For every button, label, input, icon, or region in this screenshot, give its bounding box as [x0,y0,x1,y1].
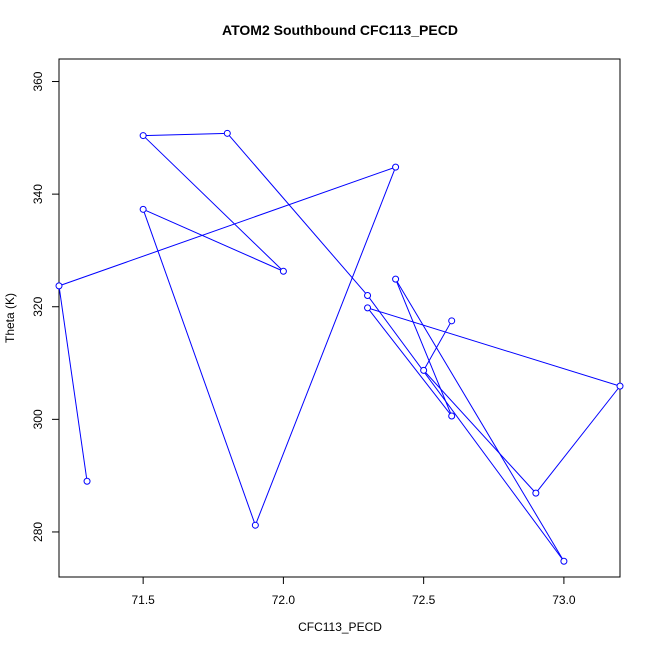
y-axis: 280 300 320 340 360 [31,71,59,542]
series-line-segment [367,307,621,387]
data-point [448,412,456,420]
series-line-segment [535,385,621,494]
data-point [55,282,63,290]
y-tick-label: 360 [31,71,45,91]
chart-title: ATOM2 Southbound CFC113_PECD [222,22,458,38]
data-point [560,557,568,565]
y-tick-label: 340 [31,184,45,204]
series-line-segment [142,208,284,272]
plot-frame [58,58,621,578]
data-series [55,129,624,565]
series-line-segment [367,295,565,562]
data-point [448,317,456,325]
data-point [392,163,400,171]
data-point [139,205,147,213]
y-tick-label: 280 [31,522,45,542]
data-point [279,267,287,275]
x-tick-label: 72.5 [412,593,436,607]
y-axis-label: Theta (K) [3,293,17,343]
series-line-segment [423,370,537,494]
series-line-segment [58,285,88,482]
data-point [223,129,231,137]
series-line-segment [395,278,453,417]
y-tick-label: 300 [31,409,45,429]
data-point [364,304,372,312]
series-line-segment [142,209,256,526]
data-point [139,132,147,140]
series-line-segment [143,132,228,137]
x-tick-label: 73.0 [552,593,576,607]
series-line-segment [58,166,396,287]
x-axis: 71.5 72.0 72.5 73.0 [131,577,576,607]
data-point [364,291,372,299]
data-point [251,521,259,529]
x-tick-label: 72.0 [272,593,296,607]
series-line-segment [254,166,397,526]
series-line-segment [226,132,368,296]
series-line-segment [142,135,284,272]
y-tick-label: 320 [31,296,45,316]
data-point [616,382,624,390]
data-point [420,366,428,374]
data-point [83,477,91,485]
x-tick-label: 71.5 [131,593,155,607]
series-line-segment [367,307,453,417]
series-line-segment [423,320,453,371]
data-point [532,489,540,497]
data-point [392,275,400,283]
series-line-segment [395,278,565,562]
x-axis-label: CFC113_PECD [298,620,382,634]
